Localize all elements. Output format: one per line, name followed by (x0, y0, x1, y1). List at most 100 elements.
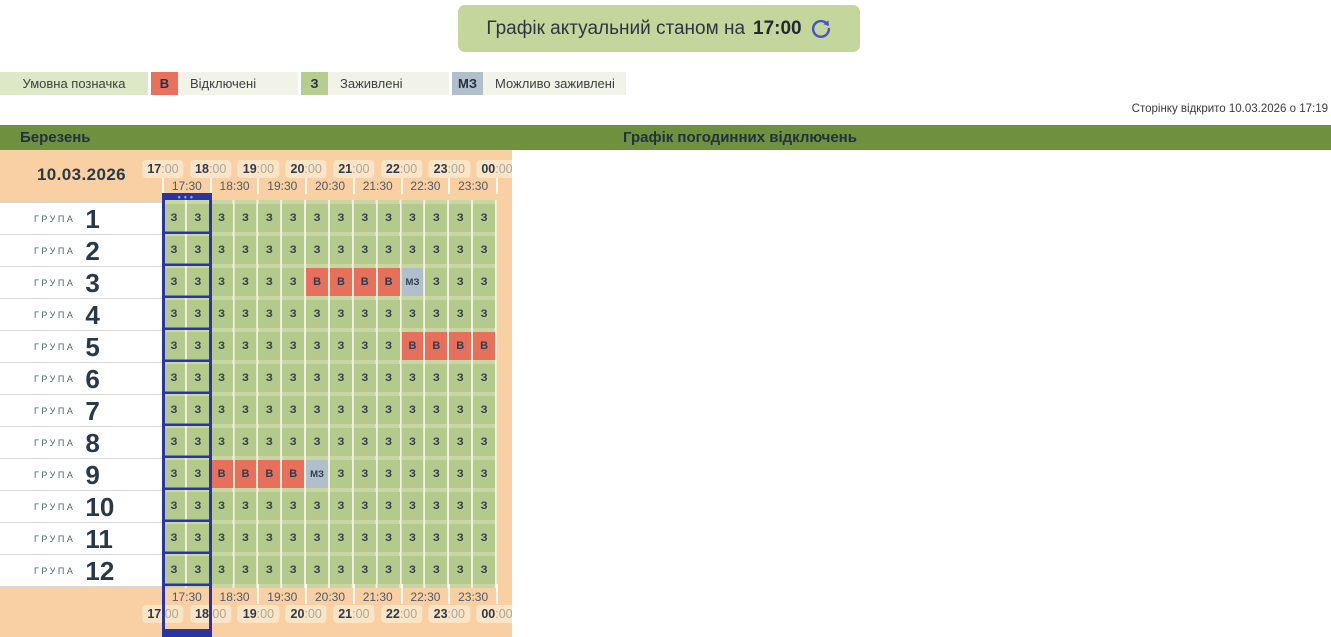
schedule-cell: З (163, 300, 185, 328)
group-word: ГРУПА (34, 213, 76, 224)
schedule-cell: З (353, 236, 376, 264)
schedule-cell: З (282, 204, 305, 232)
group-labels-column: ГРУПА 1 ГРУПА 2 ГРУПА 3 ГРУПА 4 ГРУПА 5 ГРУПА 6 ГРУП… (0, 202, 163, 587)
schedule-cell: З (210, 268, 233, 296)
hour-labels-bottom: 17:00 18:00 19:00 20:00 21:00 22:00 23:00 00:00 (0, 605, 512, 623)
schedule-cell: З (330, 332, 352, 360)
schedule-cell: З (234, 300, 257, 328)
hour-label-minutes: :00 (256, 607, 275, 621)
hour-label-minutes: :00 (399, 607, 418, 621)
schedule-cell: З (306, 524, 328, 552)
schedule-date: 10.03.2026 (36, 165, 127, 184)
schedule-cell: В (425, 332, 448, 360)
half-hour-labels-bottom: 17:30 18:30 19:30 20:30 21:30 22:30 23:30 (0, 590, 512, 604)
schedule-cell: З (377, 204, 400, 232)
schedule-cell: З (163, 396, 185, 424)
schedule-cell: МЗ (306, 460, 328, 488)
schedule-cell: З (377, 460, 400, 488)
schedule-cell: З (401, 460, 424, 488)
schedule-cell: З (425, 396, 448, 424)
group-word: ГРУПА (34, 501, 76, 512)
schedule-cell: З (163, 492, 185, 520)
hour-label-minutes: :00 (352, 607, 370, 621)
schedule-cell: З (282, 428, 305, 456)
schedule-cell: З (186, 364, 209, 392)
group-row: ГРУПА 9 (0, 459, 163, 491)
schedule-cell: З (234, 204, 257, 232)
schedule-cell: З (186, 524, 209, 552)
group-word: ГРУПА (34, 277, 76, 288)
group-row: ГРУПА 4 (0, 299, 163, 331)
hour-label-minutes: :00 (495, 607, 512, 621)
schedule-cell: З (425, 364, 448, 392)
schedule-cell: З (473, 460, 495, 488)
schedule-cell: З (330, 460, 352, 488)
schedule-cell: З (401, 524, 424, 552)
legend-label-disconnected: Відключені (178, 72, 298, 95)
hour-label: 20:00 (285, 605, 327, 623)
schedule-cell: З (163, 556, 185, 584)
schedule-cell: З (330, 428, 352, 456)
schedule-cell: З (330, 236, 352, 264)
hour-label: 21:00 (333, 605, 375, 623)
group-word: ГРУПА (34, 533, 76, 544)
hour-label: 19:00 (237, 605, 280, 623)
hour-label-hour: 20 (290, 607, 305, 621)
hour-label-hour: 22 (385, 607, 400, 621)
schedule-cell: З (306, 428, 328, 456)
banner-text: Графік актуальний станом на (486, 17, 746, 39)
schedule-cell: З (401, 364, 424, 392)
schedule-cell: З (234, 556, 257, 584)
schedule-cell: З (306, 300, 328, 328)
schedule-cell: З (282, 492, 305, 520)
schedule-cell: З (306, 204, 328, 232)
schedule-cell: З (210, 204, 233, 232)
hour-label-minutes: :00 (208, 162, 227, 176)
schedule-cell: З (186, 236, 209, 264)
schedule-cell: З (449, 396, 472, 424)
schedule-cell: В (353, 268, 376, 296)
schedule-cell: З (401, 300, 424, 328)
hour-label-hour: 00 (481, 162, 496, 176)
hour-label-hour: 21 (338, 162, 353, 176)
schedule-cell: З (163, 268, 185, 296)
schedule-cell: В (210, 460, 233, 488)
group-row: ГРУПА 12 (0, 555, 163, 587)
schedule-cell: З (449, 460, 472, 488)
schedule-cell: З (234, 364, 257, 392)
legend-label-energized: Заживлені (328, 72, 449, 95)
schedule-cell: З (401, 396, 424, 424)
schedule-cell: З (353, 428, 376, 456)
group-number: 3 (85, 267, 100, 298)
schedule-cell: З (401, 236, 424, 264)
schedule-cell: З (425, 204, 448, 232)
schedule-cell: З (258, 300, 281, 328)
schedule-cell: В (401, 332, 424, 360)
schedule-cell: З (186, 396, 209, 424)
schedule-cell: З (473, 556, 495, 584)
schedule-cell: З (163, 524, 185, 552)
group-number: 10 (85, 491, 115, 522)
schedule-cell: З (353, 460, 376, 488)
schedule-cell: З (449, 204, 472, 232)
hour-label-minutes: :00 (256, 162, 275, 176)
half-hour-label: 20:30 (314, 179, 345, 193)
hour-label-hour: 18 (195, 607, 209, 621)
schedule-cell: З (353, 556, 376, 584)
hour-label-minutes: :00 (447, 162, 465, 176)
schedule-cell: З (473, 364, 495, 392)
schedule-cell: З (210, 396, 233, 424)
schedule-cell: З (425, 492, 448, 520)
schedule-cell: З (425, 236, 448, 264)
schedule-cell: З (449, 492, 472, 520)
half-hour-labels-top: 17:30 18:30 19:30 20:30 21:30 22:30 23:30 (0, 179, 512, 193)
schedule-cell: З (306, 556, 328, 584)
schedule-cell: З (473, 268, 495, 296)
refresh-icon[interactable] (810, 18, 832, 40)
page-title: Графік погодинних відключень (623, 129, 857, 146)
schedule-cell: З (449, 268, 472, 296)
schedule-board: 10.03.2026 17:00 18:00 19:00 20:00 21:00 22:0… (0, 150, 512, 637)
hour-label-hour: 19 (242, 607, 257, 621)
hour-label: 23:00 (428, 160, 470, 178)
schedule-cell: З (377, 492, 400, 520)
